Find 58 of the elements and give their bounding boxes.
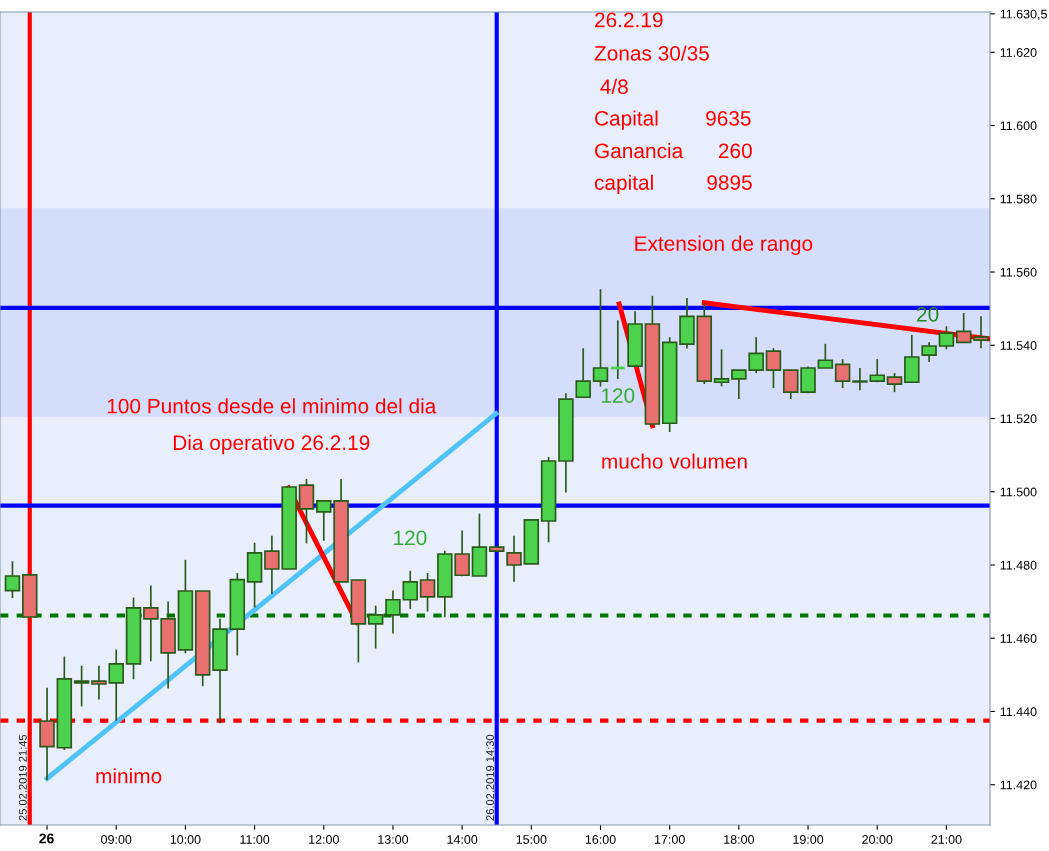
x-tick-label: 13:00: [378, 835, 409, 844]
x-tick-label: 14:00: [447, 835, 478, 844]
y-tick-label: 11.630,5: [1000, 9, 1047, 20]
candlestick: [886, 372, 903, 393]
annotation: Ganancia 260: [595, 142, 752, 159]
y-tick-label: 11.460: [1000, 634, 1037, 643]
y-tick-label: 11.420: [1000, 780, 1037, 790]
y-tick-label: 11.560: [1000, 267, 1037, 277]
annotation: Extension de rango: [635, 235, 813, 256]
annotation: Capital 9635: [595, 110, 751, 130]
x-tick-label: 11:00: [240, 835, 270, 844]
annotation: 120: [601, 388, 635, 403]
annotation: 4/8: [600, 78, 628, 95]
candlestick: [506, 534, 522, 583]
annotation: minimo: [96, 768, 162, 784]
annotation: 120: [394, 530, 427, 546]
annotation: 25.02.2019 21:45: [18, 734, 27, 821]
x-tick-label: 16:00: [585, 835, 616, 844]
candlestick: [419, 572, 436, 613]
y-tick-label: 11.600: [1000, 121, 1037, 131]
y-tick-label: 11.520: [1000, 414, 1037, 424]
y-tick-label: 11.540: [1000, 341, 1037, 350]
x-tick-label: 19:00: [793, 835, 824, 844]
x-tick-label: 12:00: [309, 835, 339, 844]
candlestick: [765, 347, 782, 389]
candlestick: [73, 664, 90, 708]
candlestick: [713, 348, 730, 388]
x-tick-label: 21:00: [931, 835, 962, 844]
y-tick-label: 11.620: [1000, 48, 1037, 57]
text: 26: [39, 833, 54, 844]
candlestick: [834, 358, 851, 389]
candlestick: [575, 347, 591, 399]
annotation: capital 9895: [594, 174, 752, 195]
candlestick: [938, 325, 955, 351]
candlestick: [955, 312, 972, 344]
x-tick-label: 17:00: [655, 835, 685, 844]
annotation: 100 Puntos desde el minimo del dia: [107, 398, 437, 414]
x-tick-label: 09:00: [101, 835, 132, 844]
candlestick: [817, 342, 834, 369]
annotation: 20: [917, 306, 939, 322]
x-tick-label: 18:00: [724, 835, 755, 844]
x-tick-label: 10:00: [170, 835, 201, 844]
annotation: 26.2.19: [595, 12, 663, 28]
annotation: 26.02.2019 14:30: [486, 734, 495, 821]
candlestick: [592, 288, 609, 388]
candlestick: [367, 604, 384, 650]
y-tick-label: 11.500: [1000, 487, 1037, 497]
annotation: Zonas 30/35: [594, 45, 709, 61]
candlestick: [921, 341, 937, 363]
candlestick: [298, 478, 315, 545]
x-tick-label: 20:00: [862, 835, 893, 844]
annotation: Dia operativo 26.2.19: [173, 434, 370, 455]
candlestick: [4, 560, 21, 599]
y-tick-label: 11.580: [1000, 194, 1037, 204]
x-tick-label: 15:00: [516, 835, 547, 844]
annotation: mucho volumen: [602, 453, 747, 469]
y-tick-label: 11.480: [1000, 560, 1037, 570]
y-tick-label: 11.440: [1000, 707, 1037, 717]
